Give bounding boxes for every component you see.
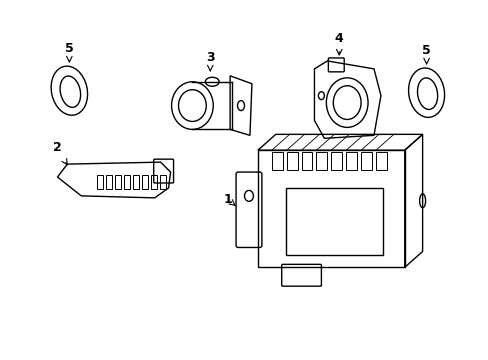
Bar [271, 152, 282, 170]
Bar [346, 152, 356, 170]
Bar [286, 152, 297, 170]
Bar [160, 175, 165, 189]
Bar [301, 152, 312, 170]
Text: 2: 2 [53, 141, 61, 154]
Bar [142, 175, 147, 189]
Text: 3: 3 [205, 51, 214, 64]
Bar [331, 152, 342, 170]
Bar [97, 175, 103, 189]
Bar [133, 175, 139, 189]
Bar [106, 175, 112, 189]
Bar [316, 152, 326, 170]
Bar [115, 175, 121, 189]
Text: 5: 5 [65, 42, 74, 55]
Text: 4: 4 [334, 32, 343, 45]
Text: 5: 5 [421, 44, 430, 57]
Bar [360, 152, 371, 170]
Bar [150, 175, 156, 189]
Bar [123, 175, 130, 189]
Bar [375, 152, 386, 170]
Text: 1: 1 [224, 193, 232, 206]
